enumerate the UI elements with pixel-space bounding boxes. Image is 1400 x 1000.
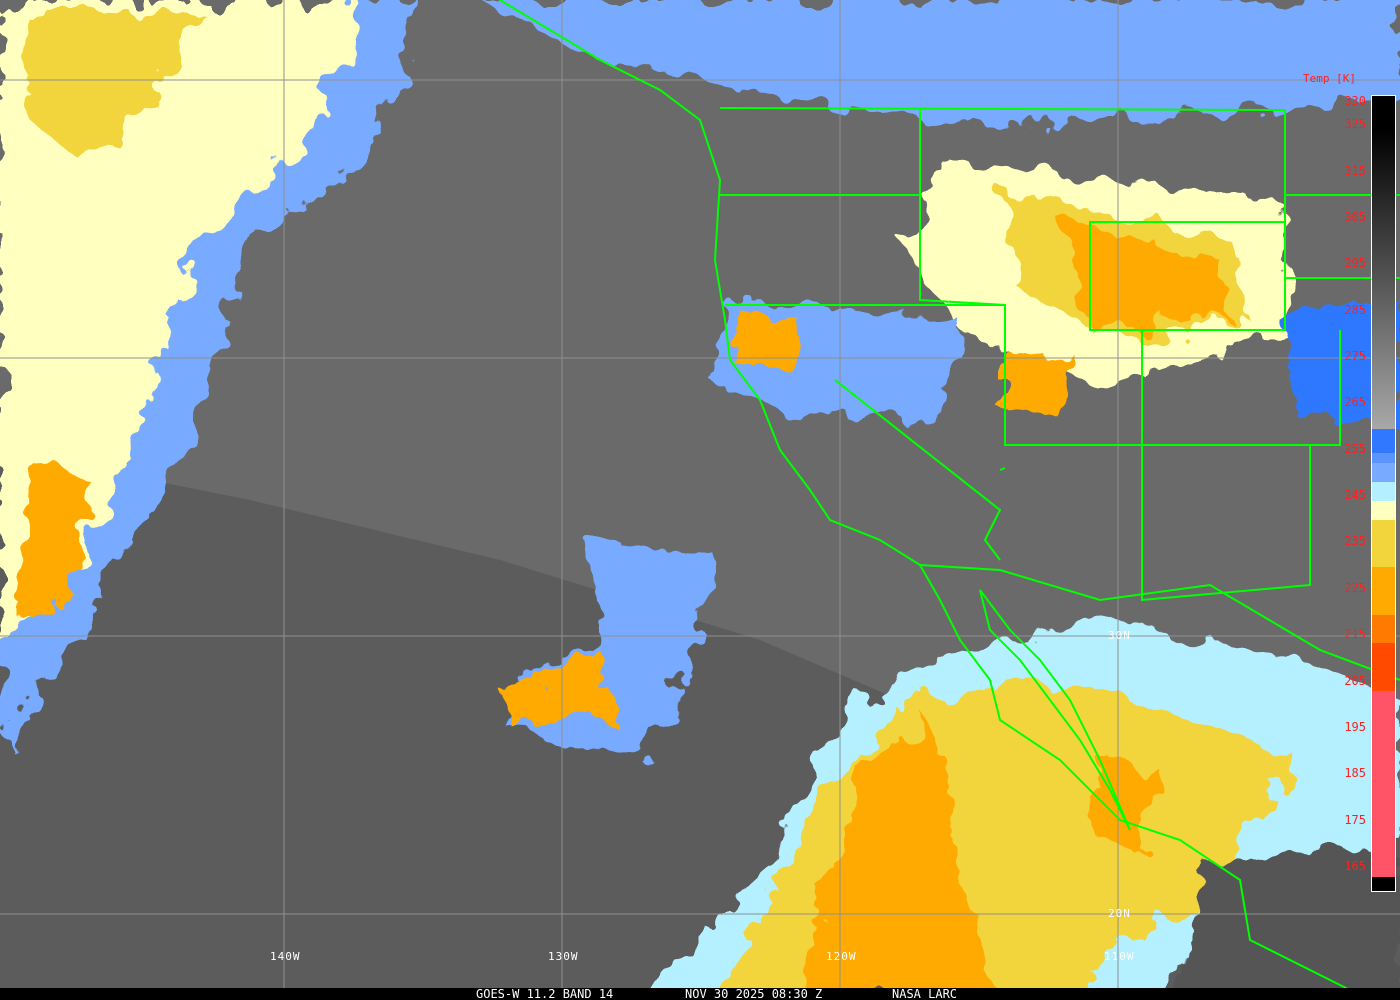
legend-tick-label: 255 <box>1344 441 1366 456</box>
legend-tick-label: 275 <box>1344 349 1366 363</box>
caption-bar: GOES-W 11.2 BAND 14 NOV 30 2025 08:30 Z … <box>0 988 1400 1000</box>
legend-tick-label: 205 <box>1344 673 1366 688</box>
colorbar-segment <box>1372 453 1395 463</box>
colorbar-segment <box>1372 500 1395 520</box>
legend-tick-label: 175 <box>1344 812 1366 827</box>
colorbar-segment <box>1372 614 1395 644</box>
lon-label-140w: 140W <box>270 950 301 963</box>
colorbar-segment <box>1372 429 1395 454</box>
colorbar-segment <box>1372 462 1395 482</box>
temperature-colorbar <box>1371 95 1396 892</box>
colorbar-segment <box>1372 481 1395 501</box>
legend-tick-label: 215 <box>1344 627 1366 642</box>
colorbar-segment <box>1372 96 1395 430</box>
legend-tick-label: 265 <box>1344 395 1366 410</box>
colorbar-segment <box>1372 690 1395 877</box>
legend-tick-label: 325 <box>1344 117 1366 132</box>
satellite-band-label: GOES-W 11.2 BAND 14 <box>476 987 614 1000</box>
legend-tick-label: 185 <box>1344 766 1366 781</box>
legend-tick-label: 195 <box>1344 719 1366 734</box>
lat-label-20n: 20N <box>1108 907 1131 920</box>
lon-label-110w: 110W <box>1104 950 1135 963</box>
colorbar-segment <box>1372 567 1395 615</box>
lon-label-120w: 120W <box>826 950 857 963</box>
legend-tick-label: 330 <box>1344 94 1366 108</box>
legend-tick-label: 285 <box>1344 302 1366 317</box>
datetime-label: NOV 30 2025 08:30 Z <box>685 987 823 1000</box>
lat-label-30n: 30N <box>1108 629 1131 642</box>
colorbar-segment <box>1372 876 1395 891</box>
legend-tick-label: 295 <box>1344 256 1366 271</box>
legend-title: Temp [K] <box>1303 72 1356 85</box>
legend-tick-label: 235 <box>1344 534 1366 549</box>
legend-tick-label: 225 <box>1344 580 1366 595</box>
lon-label-130w: 130W <box>548 950 579 963</box>
colorbar-segment <box>1372 519 1395 568</box>
legend-tick-label: 315 <box>1344 163 1366 178</box>
colorbar-segment <box>1372 643 1395 691</box>
source-label: NASA LARC <box>892 987 958 1000</box>
legend-tick-label: 305 <box>1344 209 1366 224</box>
legend-tick-label: 245 <box>1344 488 1366 503</box>
legend-tick-label: 165 <box>1344 859 1366 873</box>
